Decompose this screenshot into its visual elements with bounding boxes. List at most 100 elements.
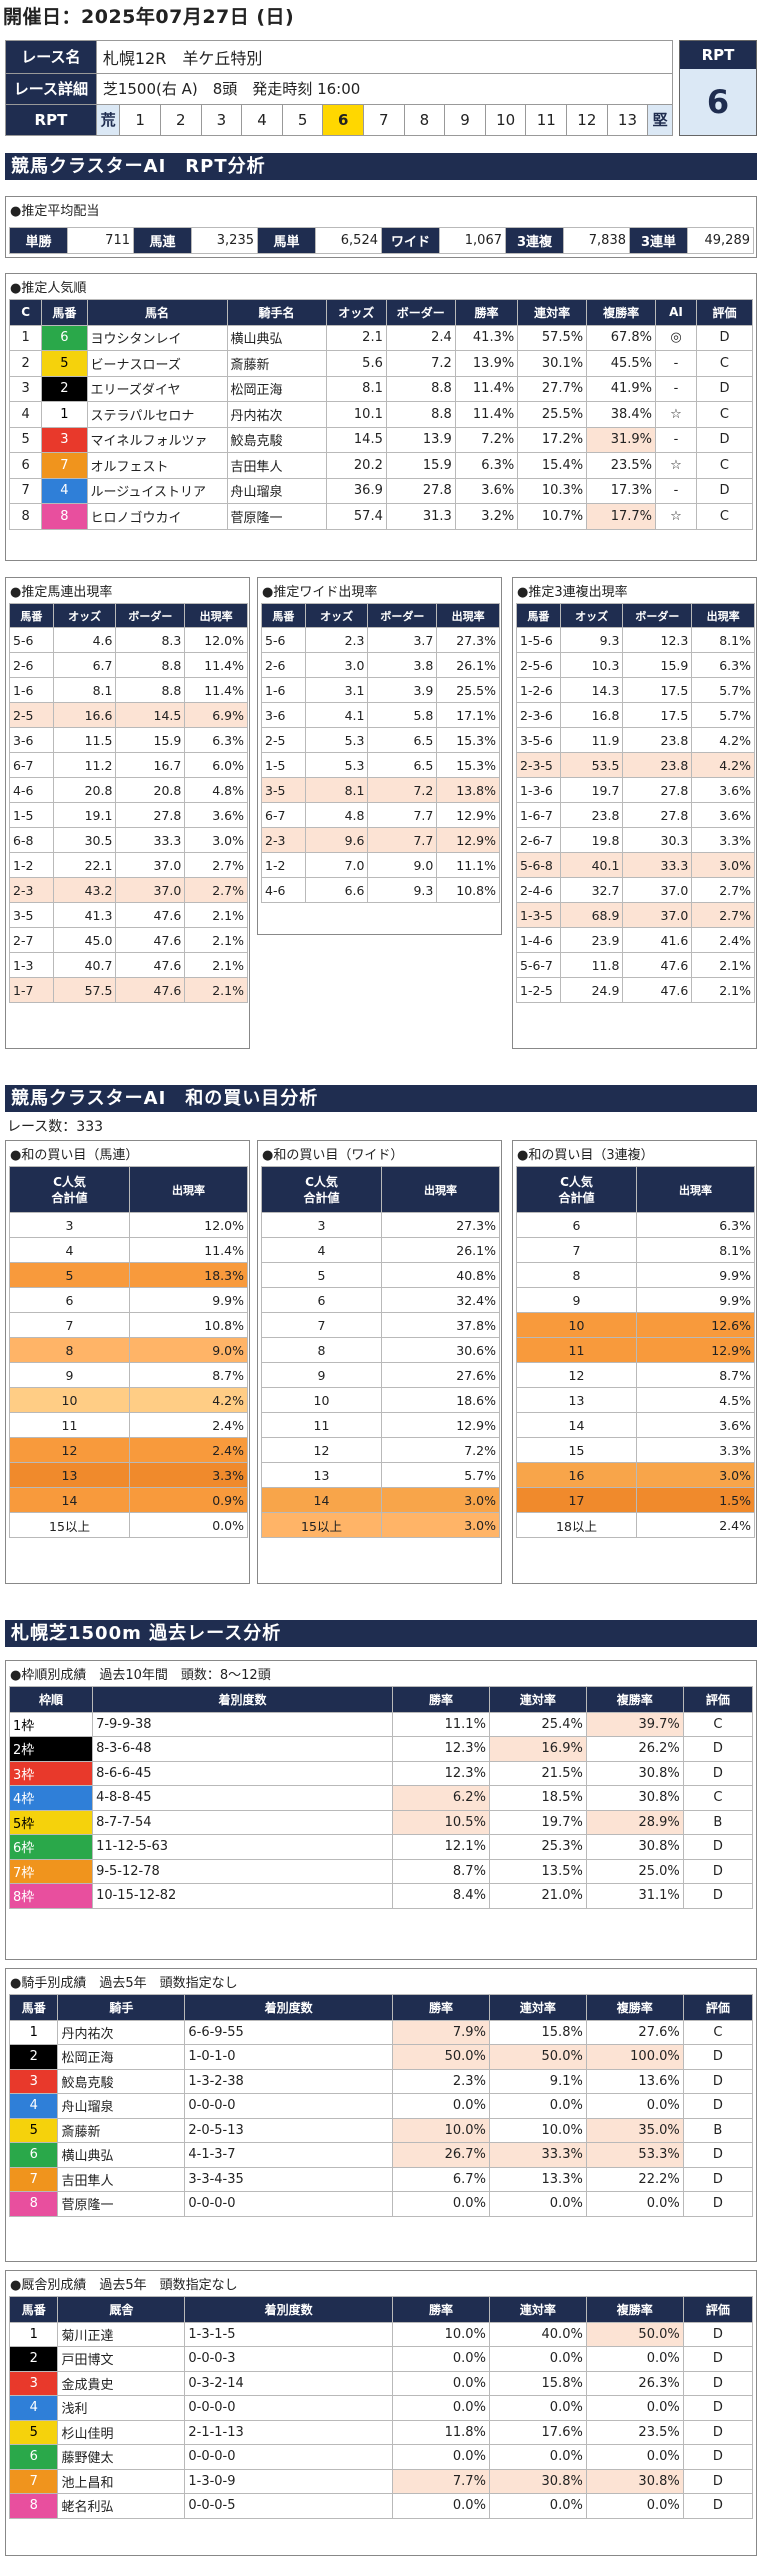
popularity-cell: 14.5: [325, 426, 387, 453]
sub-cell: 1-6: [9, 677, 54, 703]
waku-label: 6枠: [8, 1834, 94, 1860]
waku-cell: 11-12-5-63: [92, 1834, 394, 1860]
sum-value: 12: [261, 1437, 382, 1463]
sub-cell: 7.7: [367, 827, 438, 853]
popularity-cell: 舟山瑠泉: [226, 477, 327, 504]
popularity-cell: D: [695, 375, 754, 402]
horse-number: 5: [8, 2419, 59, 2445]
sum-umaren-box: ●和の買い目（馬連） C人気 合計値 出現率 3 12.0% 4 11.4% 5 18.3% 6 9…: [5, 1140, 250, 1584]
popularity-cell: エリーズダイヤ: [86, 375, 228, 402]
waku-label: 2枠: [8, 1736, 94, 1762]
popularity-cell: ヒロノゴウカイ: [86, 503, 228, 530]
sum-rate: 3.0%: [381, 1512, 500, 1538]
popularity-cell: 6.3%: [454, 452, 519, 479]
popularity-cell: 15.4%: [517, 452, 588, 479]
waku-label: 1枠: [8, 1711, 94, 1737]
popularity-cell: 2.4: [385, 324, 456, 351]
sum-rate: 2.4%: [636, 1512, 755, 1538]
sub-cell: 5-6-7: [516, 952, 561, 978]
waku-cell: 11.1%: [392, 1711, 490, 1737]
popularity-col-header: 評価: [695, 299, 754, 326]
sub-cell: 27.8: [622, 802, 693, 828]
horse-number: 8: [8, 2191, 59, 2217]
person-cell: 100.0%: [585, 2044, 684, 2070]
popularity-cell: 7.2: [385, 350, 456, 377]
popularity-cell: 67.8%: [586, 324, 657, 351]
waku-box: ●枠順別成績 過去10年間 頭数：8～12頭 枠順 着別度数 勝率 連対率 複勝率 評価 1…: [5, 1660, 757, 1960]
sub-row: 1-4-6 23.9 41.6 2.4%: [516, 927, 755, 953]
sum-row: 15以上 3.0%: [261, 1512, 500, 1538]
sub-cell: 4.2%: [691, 727, 755, 753]
popularity-cell: 横山典弘: [226, 324, 327, 351]
popularity-cell: ☆: [655, 401, 697, 428]
popularity-cell: 15.9: [385, 452, 456, 479]
sum-rate: 12.0%: [129, 1212, 248, 1238]
sub-col-header: オッズ: [52, 603, 117, 628]
sub-cell: 11.5: [52, 727, 117, 753]
sub-cell: 3-6: [9, 727, 54, 753]
sum-row: 4 26.1%: [261, 1237, 500, 1263]
sub-cell: 11.1%: [436, 852, 500, 878]
sub-cell: 2-6: [9, 652, 54, 678]
popularity-row: 1 6 ヨウシタンレイ 横山典弘 2.1 2.4 41.3% 57.5% 67.8% ◎ D: [8, 324, 754, 351]
horse-number: 4: [41, 477, 88, 504]
popularity-cell: 27.8: [385, 477, 456, 504]
popularity-cell: D: [695, 426, 754, 453]
popularity-cell: 31.3: [385, 503, 456, 530]
sub-row: 2-3 43.2 37.0 2.7%: [9, 877, 248, 903]
person-cell: D: [682, 2068, 754, 2094]
popularity-cell: 41.3%: [454, 324, 519, 351]
popularity-cell: 2.1: [325, 324, 387, 351]
sub-cell: 11.8: [559, 952, 624, 978]
person-cell: 53.3%: [585, 2142, 684, 2168]
rpt-scale-right: 堅: [647, 103, 673, 137]
waku-cell: 8-3-6-48: [92, 1736, 394, 1762]
horse-number: 2: [8, 2044, 59, 2070]
sum-row: 7 37.8%: [261, 1312, 500, 1338]
waku-label: 5枠: [8, 1809, 94, 1835]
sum-rate: 18.6%: [381, 1387, 500, 1413]
waku-row: 2枠 8-3-6-48 12.3% 16.9% 26.2% D: [8, 1736, 754, 1762]
sub-cell: 1-5: [9, 802, 54, 828]
sub-cell: 6-7: [9, 752, 54, 778]
jockey-box: ●騎手別成績 過去5年 頭数指定なし 馬番 騎手 着別度数 勝率 連対率 複勝率 評価 1 丹内…: [5, 1968, 757, 2262]
sum-value: 4: [261, 1237, 382, 1263]
sub-cell: 37.0: [115, 852, 186, 878]
waku-cell: 10.5%: [392, 1809, 490, 1835]
sum-col-label-b: 合計値: [303, 1190, 340, 1205]
person-cell: 0.0%: [392, 2191, 490, 2217]
waku-cell: 6.2%: [392, 1785, 490, 1811]
rpt-value-box: RPT 6: [679, 40, 757, 136]
sum-wide-table: C人気 合計値 出現率 3 27.3% 4 26.1% 5 40.8% 6 32.4% 7 37.8% 8…: [261, 1166, 500, 1538]
popularity-row: 5 3 マイネルフォルツァ 鮫島克駿 14.5 13.9 7.2% 17.2% 31.9% - D: [8, 426, 754, 453]
sub-cell: 2.1%: [691, 977, 755, 1003]
sub-cell: 23.8: [622, 752, 693, 778]
popularity-cell: C: [695, 350, 754, 377]
sub-row: 1-5-6 9.3 12.3 8.1%: [516, 627, 755, 653]
sum-value: 17: [516, 1487, 637, 1513]
sub-cell: 9.3: [559, 627, 624, 653]
waku-cell: D: [682, 1834, 754, 1860]
popularity-cell: オルフェスト: [86, 452, 228, 479]
sub-cell: 16.7: [115, 752, 186, 778]
person-cell: 蛯名利弘: [57, 2493, 186, 2519]
person-cell: 27.6%: [585, 2019, 684, 2045]
sum-rate: 8.1%: [636, 1237, 755, 1263]
person-cell: 7.9%: [392, 2019, 490, 2045]
sub-cell: 27.8: [115, 802, 186, 828]
person-cell: 0.0%: [585, 2093, 684, 2119]
sub-row: 1-2 7.0 9.0 11.1%: [261, 852, 500, 878]
person-row: 5 杉山佳明 2-1-1-13 11.8% 17.6% 23.5% D: [8, 2419, 754, 2445]
sub-cell: 4.8: [304, 802, 369, 828]
sum-row: 13 5.7%: [261, 1462, 500, 1488]
sub-cell: 8.1%: [691, 627, 755, 653]
rpt-scale-cell: 8: [403, 103, 446, 137]
payout-type-label: 馬単: [257, 227, 316, 254]
payout-value: 3,235: [191, 227, 258, 254]
person-cell: 35.0%: [585, 2117, 684, 2143]
section-sum-bet-title: 競馬クラスターAI 和の買い目分析: [5, 1085, 757, 1112]
sub-cell: 8.3: [115, 627, 186, 653]
popularity-cell: 30.1%: [517, 350, 588, 377]
waku-cell: 25.4%: [488, 1711, 587, 1737]
sub-cell: 47.6: [115, 902, 186, 928]
